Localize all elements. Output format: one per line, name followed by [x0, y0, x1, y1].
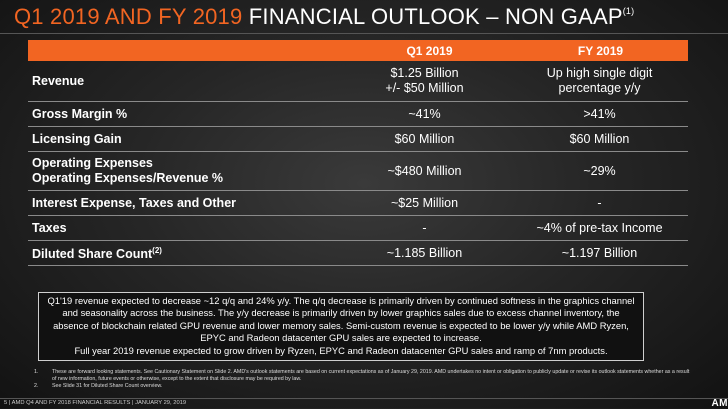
- table-row-gross-margin: Gross Margin % ~41% >41%: [28, 102, 688, 127]
- row-fy-value: $60 Million: [569, 131, 630, 146]
- row-q1-value: $1.25 Billion +/- $50 Million: [385, 66, 464, 95]
- footnotes: 1. These are forward looking statements. …: [34, 369, 694, 390]
- row-q1-value: -: [422, 220, 427, 235]
- row-fy-value: ~4% of pre-tax Income: [536, 220, 663, 235]
- header-fy: FY 2019: [577, 43, 624, 58]
- row-q1-value: $60 Million: [394, 131, 455, 146]
- row-label: Diluted Share Count(2): [32, 246, 162, 262]
- row-label: Operating Expenses Operating Expenses/Rev…: [32, 156, 224, 185]
- row-fy-value: >41%: [583, 106, 616, 121]
- commentary-q1: Q1'19 revenue expected to decrease ~12 q…: [47, 295, 635, 344]
- footer-text: 5 | AMD Q4 AND FY 2018 FINANCIAL RESULTS…: [4, 400, 187, 406]
- row-label: Gross Margin %: [32, 106, 128, 121]
- row-q1-value: ~41%: [408, 106, 441, 121]
- row-fy-value: ~1.197 Billion: [561, 245, 638, 260]
- row-label: Licensing Gain: [32, 131, 122, 146]
- title-highlight: Q1 2019 AND FY 2019: [14, 4, 243, 29]
- title-rest: FINANCIAL OUTLOOK – NON GAAP: [242, 4, 623, 29]
- footnote-item: 1. These are forward looking statements. …: [34, 369, 690, 382]
- row-label: Interest Expense, Taxes and Other: [32, 195, 237, 210]
- row-label: Taxes: [32, 220, 67, 235]
- table-header: Q1 2019 FY 2019: [28, 40, 688, 61]
- title-footnote-marker: (1): [622, 6, 635, 16]
- table-row-revenue: Revenue $1.25 Billion +/- $50 Million Up …: [28, 61, 688, 102]
- row-fy-value: Up high single digit percentage y/y: [546, 66, 653, 95]
- row-q1-value: ~$25 Million: [390, 195, 459, 210]
- row-fy-value: ~29%: [583, 163, 616, 178]
- outlook-table: Q1 2019 FY 2019 Revenue $1.25 Billion +/-…: [28, 40, 688, 266]
- row-q1-value: ~$480 Million: [387, 163, 462, 178]
- table-row-diluted-share-count: Diluted Share Count(2) ~1.185 Billion ~1…: [28, 241, 688, 266]
- footnote-item: 2. See Slide 31 for Diluted Share Count o…: [34, 383, 163, 389]
- row-fy-value: -: [597, 195, 602, 210]
- table-row-operating-expenses: Operating Expenses Operating Expenses/Rev…: [28, 152, 688, 191]
- title-divider: [0, 33, 728, 34]
- amd-logo: AM: [711, 398, 728, 409]
- table-row-taxes: Taxes - ~4% of pre-tax Income: [28, 216, 688, 241]
- commentary-fy: Full year 2019 revenue expected to grow …: [74, 344, 608, 356]
- commentary-box: Q1'19 revenue expected to decrease ~12 q…: [38, 292, 644, 361]
- table-row-interest-expense: Interest Expense, Taxes and Other ~$25 M…: [28, 191, 688, 216]
- row-label: Revenue: [32, 73, 85, 88]
- table-row-licensing-gain: Licensing Gain $60 Million $60 Million: [28, 127, 688, 152]
- slide-title: Q1 2019 AND FY 2019 FINANCIAL OUTLOOK – …: [14, 4, 634, 30]
- header-q1: Q1 2019: [406, 43, 453, 58]
- row-q1-value: ~1.185 Billion: [386, 245, 463, 260]
- footer-divider: [0, 398, 728, 399]
